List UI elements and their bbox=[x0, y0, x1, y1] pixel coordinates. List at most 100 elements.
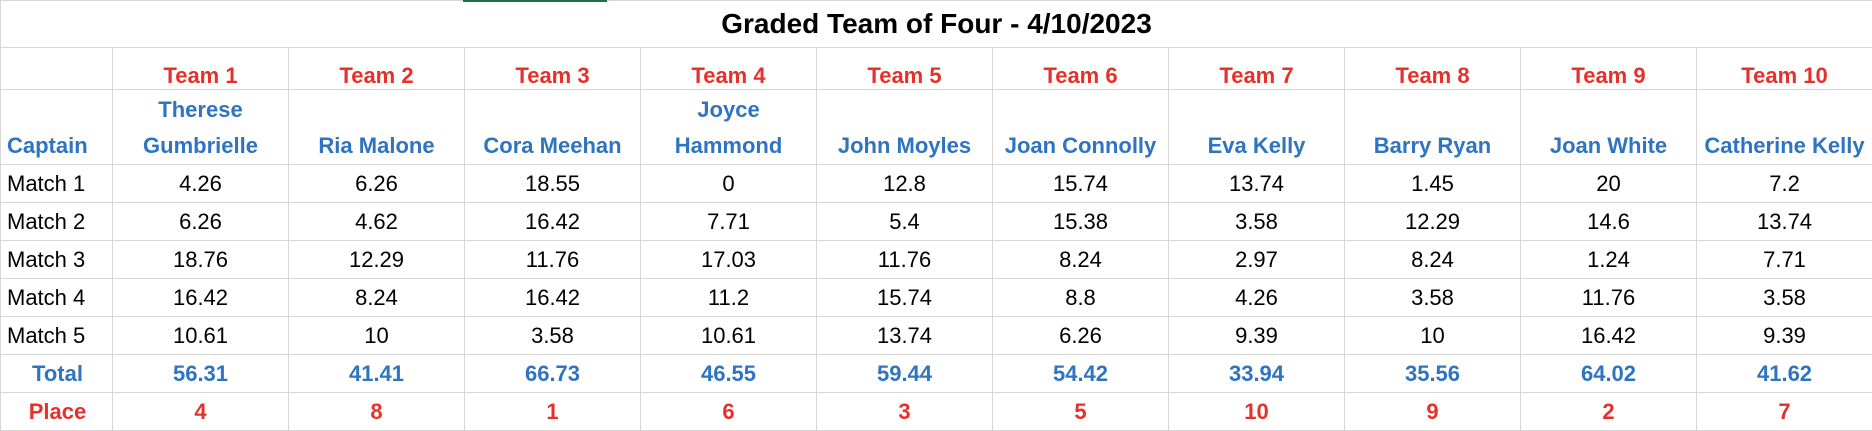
score-cell: 16.42 bbox=[465, 203, 641, 241]
score-cell: 13.74 bbox=[1697, 203, 1872, 241]
captain-name: Barry Ryan bbox=[1345, 90, 1521, 165]
score-cell: 1.45 bbox=[1345, 165, 1521, 203]
total-cell: 66.73 bbox=[465, 355, 641, 393]
score-cell: 18.76 bbox=[113, 241, 289, 279]
score-cell: 4.62 bbox=[289, 203, 465, 241]
row-label: Match 5 bbox=[1, 317, 113, 355]
sheet-title: Graded Team of Four - 4/10/2023 bbox=[1, 1, 1872, 48]
place-cell: 7 bbox=[1697, 393, 1872, 431]
score-cell: 3.58 bbox=[1169, 203, 1345, 241]
score-cell: 8.8 bbox=[993, 279, 1169, 317]
score-cell: 14.6 bbox=[1521, 203, 1697, 241]
score-cell: 4.26 bbox=[113, 165, 289, 203]
score-cell: 4.26 bbox=[1169, 279, 1345, 317]
total-cell: 41.41 bbox=[289, 355, 465, 393]
score-cell: 8.24 bbox=[993, 241, 1169, 279]
total-cell: 64.02 bbox=[1521, 355, 1697, 393]
score-cell: 20 bbox=[1521, 165, 1697, 203]
score-cell: 16.42 bbox=[1521, 317, 1697, 355]
score-cell: 8.24 bbox=[1345, 241, 1521, 279]
selection-indicator bbox=[463, 0, 607, 2]
total-cell: 54.42 bbox=[993, 355, 1169, 393]
place-cell: 8 bbox=[289, 393, 465, 431]
row-label: Captain bbox=[1, 90, 113, 165]
team-header: Team 6 bbox=[993, 48, 1169, 90]
score-cell: 2.97 bbox=[1169, 241, 1345, 279]
score-cell: 11.76 bbox=[817, 241, 993, 279]
score-cell: 17.03 bbox=[641, 241, 817, 279]
captain-name: Ria Malone bbox=[289, 90, 465, 165]
score-cell: 3.58 bbox=[465, 317, 641, 355]
captain-name: Joan Connolly bbox=[993, 90, 1169, 165]
score-cell: 6.26 bbox=[289, 165, 465, 203]
score-cell: 11.2 bbox=[641, 279, 817, 317]
score-cell: 9.39 bbox=[1169, 317, 1345, 355]
place-cell: 10 bbox=[1169, 393, 1345, 431]
score-cell: 10 bbox=[1345, 317, 1521, 355]
team-header: Team 8 bbox=[1345, 48, 1521, 90]
score-cell: 10.61 bbox=[113, 317, 289, 355]
place-cell: 3 bbox=[817, 393, 993, 431]
row-label: Match 3 bbox=[1, 241, 113, 279]
total-cell: 35.56 bbox=[1345, 355, 1521, 393]
total-cell: 41.62 bbox=[1697, 355, 1872, 393]
captain-name: Eva Kelly bbox=[1169, 90, 1345, 165]
row-label: Match 4 bbox=[1, 279, 113, 317]
score-cell: 11.76 bbox=[465, 241, 641, 279]
total-cell: 33.94 bbox=[1169, 355, 1345, 393]
score-cell: 15.38 bbox=[993, 203, 1169, 241]
total-cell: 59.44 bbox=[817, 355, 993, 393]
row-label: Match 2 bbox=[1, 203, 113, 241]
score-cell: 5.4 bbox=[817, 203, 993, 241]
captain-name: Joan White bbox=[1521, 90, 1697, 165]
captain-name: Catherine Kelly bbox=[1697, 90, 1872, 165]
team-header: Team 4 bbox=[641, 48, 817, 90]
team-header: Team 7 bbox=[1169, 48, 1345, 90]
score-cell: 10 bbox=[289, 317, 465, 355]
team-header: Team 3 bbox=[465, 48, 641, 90]
score-cell: 7.2 bbox=[1697, 165, 1872, 203]
score-cell: 3.58 bbox=[1345, 279, 1521, 317]
total-cell: 46.55 bbox=[641, 355, 817, 393]
score-cell: 9.39 bbox=[1697, 317, 1872, 355]
score-cell: 18.55 bbox=[465, 165, 641, 203]
score-cell: 12.29 bbox=[1345, 203, 1521, 241]
row-label: Match 1 bbox=[1, 165, 113, 203]
captain-name: John Moyles bbox=[817, 90, 993, 165]
score-cell: 7.71 bbox=[641, 203, 817, 241]
team-header: Team 1 bbox=[113, 48, 289, 90]
empty-cell bbox=[1, 48, 113, 90]
total-cell: 56.31 bbox=[113, 355, 289, 393]
team-header: Team 9 bbox=[1521, 48, 1697, 90]
captain-name: Joyce Hammond bbox=[641, 90, 817, 165]
score-cell: 13.74 bbox=[817, 317, 993, 355]
score-cell: 11.76 bbox=[1521, 279, 1697, 317]
title-row: Graded Team of Four - 4/10/2023 bbox=[1, 1, 1872, 48]
place-cell: 5 bbox=[993, 393, 1169, 431]
place-cell: 4 bbox=[113, 393, 289, 431]
score-cell: 12.8 bbox=[817, 165, 993, 203]
score-cell: 8.24 bbox=[289, 279, 465, 317]
team-header: Team 2 bbox=[289, 48, 465, 90]
score-cell: 3.58 bbox=[1697, 279, 1872, 317]
team-header: Team 10 bbox=[1697, 48, 1872, 90]
place-cell: 1 bbox=[465, 393, 641, 431]
score-cell: 15.74 bbox=[817, 279, 993, 317]
score-cell: 6.26 bbox=[113, 203, 289, 241]
score-cell: 6.26 bbox=[993, 317, 1169, 355]
captain-name: Cora Meehan bbox=[465, 90, 641, 165]
score-cell: 10.61 bbox=[641, 317, 817, 355]
team-header: Team 5 bbox=[817, 48, 993, 90]
score-cell: 16.42 bbox=[465, 279, 641, 317]
score-cell: 13.74 bbox=[1169, 165, 1345, 203]
